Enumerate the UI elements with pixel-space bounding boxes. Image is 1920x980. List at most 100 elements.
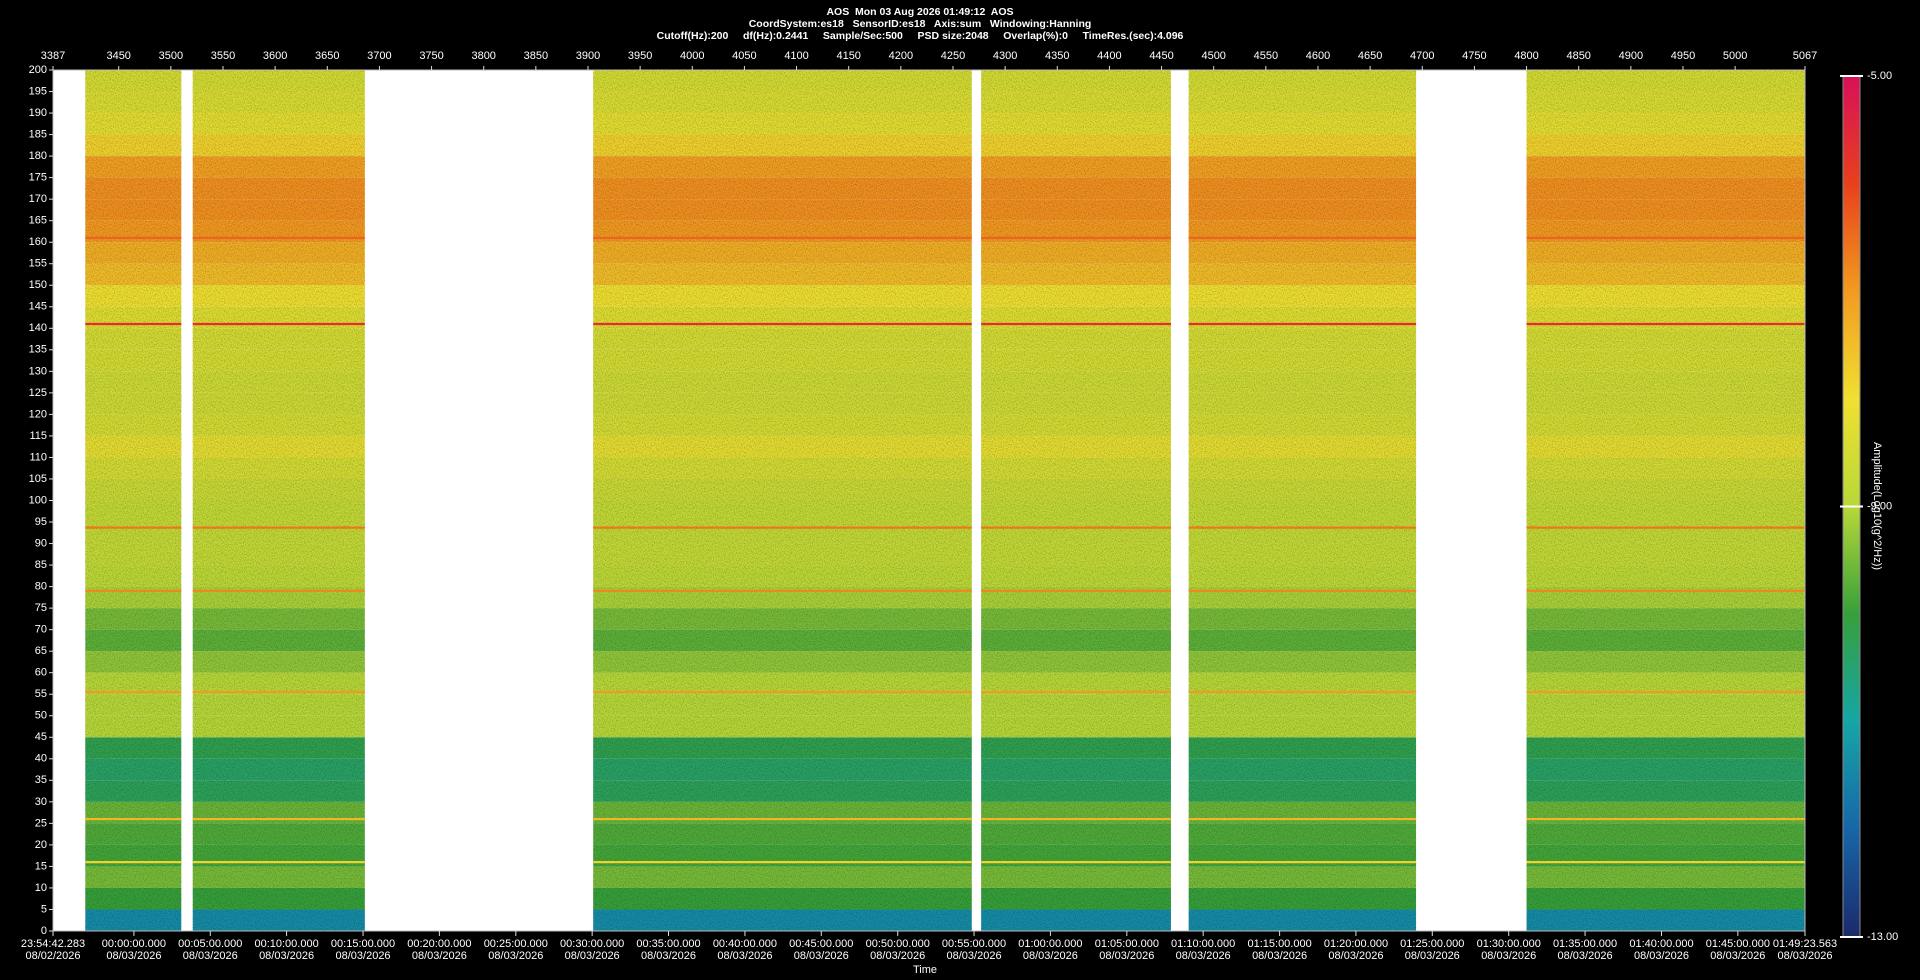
x-tick-label: 3850 <box>524 50 548 62</box>
time-tick-label: 00:40:00.000 <box>713 938 777 950</box>
date-tick-label: 08/03/2026 <box>336 950 391 962</box>
time-tick-label: 01:45:00.000 <box>1706 938 1770 950</box>
time-tick-label: 00:15:00.000 <box>331 938 395 950</box>
date-tick-label: 08/03/2026 <box>947 950 1002 962</box>
x-tick-label: 4750 <box>1462 50 1486 62</box>
x-tick-label: 4950 <box>1671 50 1695 62</box>
date-tick-label: 08/03/2026 <box>870 950 925 962</box>
settings: Cutoff(Hz):200 df(Hz):0.2441 Sample/Sec:… <box>657 30 1184 42</box>
time-tick-label: 01:30:00.000 <box>1477 938 1541 950</box>
y-tick-label: 135 <box>29 344 47 356</box>
x-tick-label: 3950 <box>628 50 652 62</box>
date-tick-label: 08/03/2026 <box>488 950 543 962</box>
noise-texture <box>1188 70 1417 931</box>
y-tick-label: 115 <box>29 430 47 442</box>
date-tick-label: 08/03/2026 <box>1176 950 1231 962</box>
time-tick-label: 00:10:00.000 <box>254 938 318 950</box>
y-tick-label: 140 <box>29 322 47 334</box>
date-tick-label: 08/03/2026 <box>1634 950 1689 962</box>
x-tick-label: 3800 <box>471 50 495 62</box>
y-tick-label: 50 <box>35 710 47 722</box>
time-tick-label: 00:45:00.000 <box>789 938 853 950</box>
x-tick-label: 4450 <box>1149 50 1173 62</box>
date-tick-label: 08/03/2026 <box>1481 950 1536 962</box>
time-tick-label: 01:00:00.000 <box>1018 938 1082 950</box>
x-tick-label: 3500 <box>159 50 183 62</box>
x-tick-label: 4900 <box>1619 50 1643 62</box>
y-tick-label: 30 <box>35 796 47 808</box>
x-tick-label: 4100 <box>784 50 808 62</box>
x-tick-label: 4650 <box>1358 50 1382 62</box>
time-tick-label: 00:25:00.000 <box>484 938 548 950</box>
x-tick-label: 4350 <box>1045 50 1069 62</box>
y-tick-label: 185 <box>29 128 47 140</box>
y-tick-label: 120 <box>29 408 47 420</box>
x-tick-label: 4050 <box>732 50 756 62</box>
time-tick-label: 01:05:00.000 <box>1095 938 1159 950</box>
time-tick-label: 00:55:00.000 <box>942 938 1006 950</box>
date-tick-label: 08/03/2026 <box>1252 950 1307 962</box>
x-tick-label: 4000 <box>680 50 704 62</box>
y-tick-label: 125 <box>29 387 47 399</box>
x-tick-label: 4800 <box>1514 50 1538 62</box>
time-tick-label: 00:00:00.000 <box>102 938 166 950</box>
date-tick-label: 08/03/2026 <box>1099 950 1154 962</box>
x-tick-label: 3600 <box>263 50 287 62</box>
noise-texture <box>981 70 1171 931</box>
x-tick-label: 3650 <box>315 50 339 62</box>
date-tick-label: 08/03/2026 <box>183 950 238 962</box>
time-tick-label: 00:30:00.000 <box>560 938 624 950</box>
x-tick-label: 5067 <box>1793 50 1817 62</box>
x-tick-label: 4250 <box>941 50 965 62</box>
y-tick-label: 55 <box>35 688 47 700</box>
y-tick-label: 35 <box>35 774 47 786</box>
colorbar-label: Amplitude(Log10(g^2/Hz)) <box>1871 442 1883 570</box>
time-tick-label: 01:15:00.000 <box>1247 938 1311 950</box>
x-tick-label: 4500 <box>1201 50 1225 62</box>
noise-texture <box>192 70 365 931</box>
x-tick-label: 4850 <box>1566 50 1590 62</box>
y-tick-label: 25 <box>35 817 47 829</box>
x-tick-label: 3700 <box>367 50 391 62</box>
date-tick-label: 08/03/2026 <box>1405 950 1460 962</box>
y-tick-label: 175 <box>29 172 47 184</box>
x-tick-label: 4550 <box>1254 50 1278 62</box>
y-tick-label: 85 <box>35 559 47 571</box>
x-tick-label: 5000 <box>1723 50 1747 62</box>
date-tick-label: 08/03/2026 <box>1328 950 1383 962</box>
y-tick-label: 180 <box>29 150 47 162</box>
x-tick-label: 3550 <box>211 50 235 62</box>
date-tick-label: 08/03/2026 <box>717 950 772 962</box>
y-tick-label: 200 <box>29 64 47 76</box>
noise-texture <box>1526 70 1805 931</box>
colorbar-tick-label: -9.00 <box>1867 500 1892 512</box>
y-tick-label: 70 <box>35 624 47 636</box>
y-tick-label: 60 <box>35 667 47 679</box>
y-tick-label: 45 <box>35 731 47 743</box>
noise-texture <box>593 70 972 931</box>
time-tick-label: 00:50:00.000 <box>866 938 930 950</box>
x-tick-label: 3450 <box>106 50 130 62</box>
y-tick-label: 155 <box>29 258 47 270</box>
y-tick-label: 95 <box>35 516 47 528</box>
time-tick-label: 01:49:23.563 <box>1773 938 1837 950</box>
y-tick-label: 5 <box>41 903 47 915</box>
x-tick-label: 4600 <box>1306 50 1330 62</box>
title: AOS Mon 03 Aug 2026 01:49:12 AOS <box>826 6 1013 18</box>
y-tick-label: 165 <box>29 215 47 227</box>
y-tick-label: 105 <box>29 473 47 485</box>
y-tick-label: 40 <box>35 753 47 765</box>
time-tick-label: 01:20:00.000 <box>1324 938 1388 950</box>
x-tick-label: 4300 <box>993 50 1017 62</box>
y-tick-label: 15 <box>35 860 47 872</box>
y-tick-label: 130 <box>29 365 47 377</box>
plot <box>85 70 1805 931</box>
x-tick-label: 4150 <box>836 50 860 62</box>
time-tick-label: 01:35:00.000 <box>1553 938 1617 950</box>
date-tick-label: 08/03/2026 <box>1558 950 1613 962</box>
y-tick-label: 160 <box>29 236 47 248</box>
y-tick-label: 65 <box>35 645 47 657</box>
date-tick-label: 08/03/2026 <box>641 950 696 962</box>
time-tick-label: 01:10:00.000 <box>1171 938 1235 950</box>
x-tick-label: 3387 <box>41 50 65 62</box>
